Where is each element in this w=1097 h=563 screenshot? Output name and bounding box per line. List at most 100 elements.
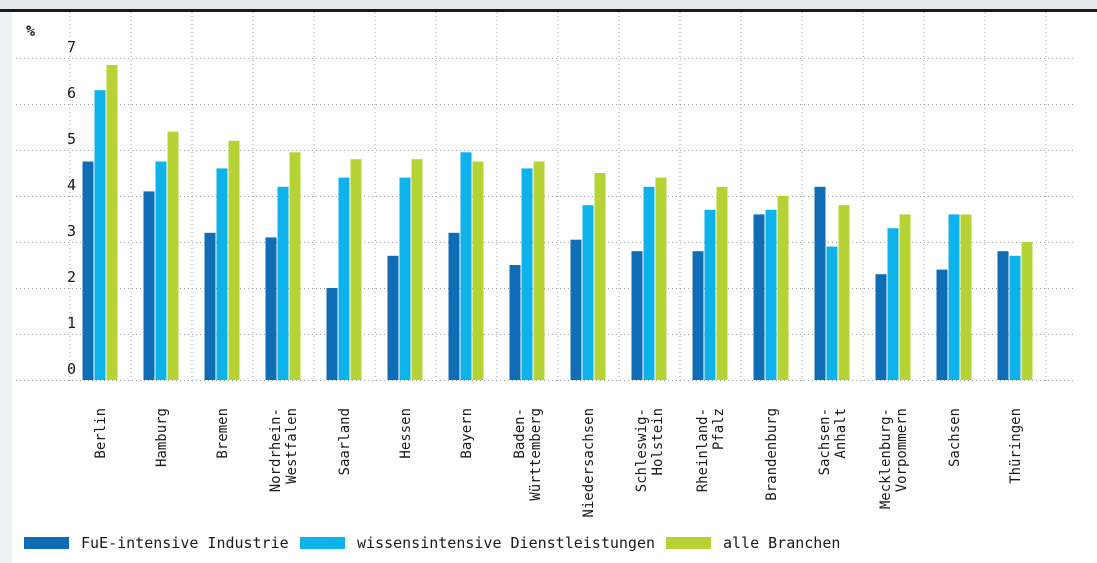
bar: [82, 161, 94, 380]
bars: [82, 64, 1033, 381]
y-axis-unit-label: %: [26, 22, 35, 40]
legend-label-alle: alle Branchen: [723, 534, 841, 552]
bar: [1021, 242, 1033, 380]
bar: [143, 191, 155, 380]
bar: [887, 228, 899, 380]
bar: [814, 186, 826, 380]
x-tick-label-line: Pfalz: [711, 408, 727, 450]
bar: [838, 205, 850, 380]
x-tick-label-line: Nordrhein-: [268, 408, 284, 492]
x-tick-label: Hessen: [398, 408, 414, 459]
x-tick-label-line: Bremen: [215, 408, 231, 459]
x-tick-label-line: Hessen: [398, 408, 414, 459]
x-tick-label-line: Rheinland-: [695, 408, 711, 492]
y-tick-label: 7: [67, 38, 76, 56]
x-tick-label: Rheinland-Pfalz: [695, 408, 727, 492]
bar: [399, 177, 411, 380]
bar-chart: % 0 1 2 3 4 5 6 7 Berlin Hamburg Bremen Nordrhein-…: [16, 12, 1074, 518]
bar: [326, 288, 338, 380]
x-tick-label-line: Sachsen: [947, 408, 963, 467]
x-tick-label-line: Hamburg: [154, 408, 170, 467]
bar: [448, 232, 460, 380]
bar: [765, 209, 777, 380]
bar: [643, 186, 655, 380]
x-tick-label: Baden-Württemberg: [512, 408, 544, 501]
bar: [94, 90, 106, 380]
legend-label-wissen: wissensintensive Dienstleistungen: [357, 534, 656, 552]
x-tick-label-line: Westfalen: [284, 408, 300, 484]
bar: [106, 64, 118, 381]
x-tick-label: Thüringen: [1008, 408, 1024, 484]
x-tick-label-line: Anhalt: [833, 408, 849, 459]
x-tick-label: Bayern: [459, 408, 475, 459]
bar: [899, 214, 911, 380]
bar: [350, 159, 362, 380]
y-tick-label: 0: [67, 360, 76, 378]
bar: [228, 140, 240, 380]
y-tick-label: 6: [67, 84, 76, 102]
chart-panel: % 0 1 2 3 4 5 6 7 Berlin Hamburg Bremen Nordrhein-…: [12, 12, 1097, 563]
bar: [753, 214, 765, 380]
x-tick-label: Sachsen-Anhalt: [817, 408, 849, 475]
bar: [570, 239, 582, 380]
bar: [509, 265, 521, 380]
x-tick-label-line: Vorpommern: [894, 408, 910, 492]
legend-item-alle: alle Branchen: [666, 534, 840, 552]
bar: [936, 269, 948, 380]
legend: FuE-intensive Industrie wissensintensive…: [12, 534, 1097, 558]
bar: [472, 161, 484, 380]
x-tick-label-line: Schleswig-: [634, 408, 650, 492]
legend-swatch-fue: [24, 537, 69, 549]
x-tick-label-line: Württemberg: [528, 408, 544, 501]
y-tick-label: 4: [67, 176, 76, 194]
bar: [692, 251, 704, 380]
top-rule: [0, 9, 1097, 12]
y-tick-label: 5: [67, 130, 76, 148]
bar: [826, 246, 838, 380]
x-tick-label: Saarland: [337, 408, 353, 475]
x-tick-label: Mecklenburg-Vorpommern: [878, 408, 910, 509]
bar: [875, 274, 887, 380]
bar: [460, 152, 472, 380]
bar: [265, 237, 277, 380]
legend-swatch-alle: [666, 537, 711, 549]
grid-lines: [16, 12, 1074, 384]
legend-label-fue: FuE-intensive Industrie: [81, 534, 289, 552]
x-tick-label-line: Saarland: [337, 408, 353, 475]
bar: [960, 214, 972, 380]
x-tick-label: Berlin: [93, 408, 109, 459]
x-tick-label-line: Bayern: [459, 408, 475, 459]
x-axis-labels: Berlin Hamburg Bremen Nordrhein-Westfalen Sa…: [93, 408, 1024, 518]
bar: [997, 251, 1009, 380]
legend-swatch-wissen: [300, 537, 345, 549]
top-bar: [0, 0, 1097, 12]
x-tick-label-line: Sachsen-: [817, 408, 833, 475]
bar: [1009, 255, 1021, 380]
bar: [521, 168, 533, 380]
y-tick-label: 2: [67, 268, 76, 286]
bar: [387, 255, 399, 380]
x-tick-label-line: Holstein: [650, 408, 666, 475]
y-tick-label: 1: [67, 314, 76, 332]
bar: [631, 251, 643, 380]
bar: [594, 173, 606, 380]
bar: [289, 152, 301, 380]
y-axis: % 0 1 2 3 4 5 6 7: [26, 22, 76, 378]
bar: [777, 196, 789, 380]
x-tick-label-line: Baden-: [512, 408, 528, 459]
bar: [704, 209, 716, 380]
y-tick-label: 3: [67, 222, 76, 240]
x-tick-label-line: Thüringen: [1008, 408, 1024, 484]
bar: [338, 177, 350, 380]
bar: [582, 205, 594, 380]
bar: [167, 131, 179, 380]
legend-item-wissen: wissensintensive Dienstleistungen: [300, 534, 655, 552]
bar: [204, 232, 216, 380]
bar: [411, 159, 423, 380]
x-tick-label: Schleswig-Holstein: [634, 408, 666, 492]
bar: [948, 214, 960, 380]
x-tick-label: Nordrhein-Westfalen: [268, 408, 300, 492]
x-tick-label-line: Niedersachsen: [581, 408, 597, 518]
x-tick-label-line: Mecklenburg-: [878, 408, 894, 509]
x-tick-label: Sachsen: [947, 408, 963, 467]
